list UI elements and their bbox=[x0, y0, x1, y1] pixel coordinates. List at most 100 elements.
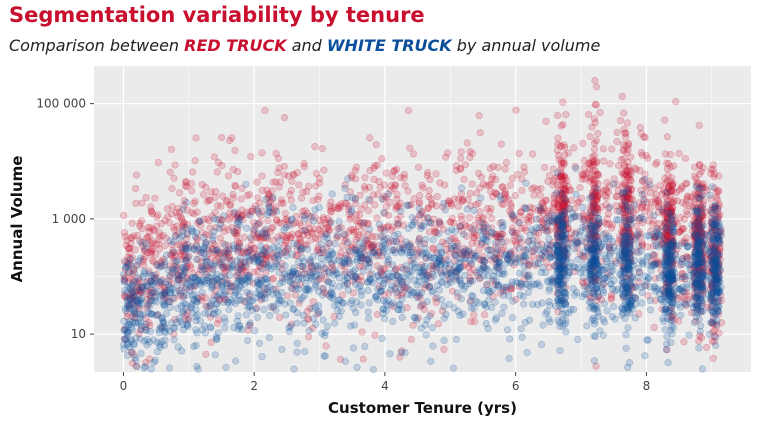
red-truck-point bbox=[286, 191, 294, 199]
white-truck-point bbox=[376, 265, 384, 273]
red-truck-point bbox=[407, 335, 415, 344]
white-truck-point bbox=[638, 289, 646, 297]
red-truck-point bbox=[591, 183, 599, 191]
red-truck-point bbox=[588, 162, 596, 170]
white-truck-point bbox=[220, 212, 228, 220]
red-truck-point bbox=[585, 159, 594, 167]
red-truck-point bbox=[632, 222, 640, 230]
red-truck-point bbox=[620, 205, 629, 214]
red-truck-point bbox=[678, 226, 686, 234]
red-truck-point bbox=[528, 185, 536, 193]
red-truck-point bbox=[594, 130, 602, 138]
red-truck-point bbox=[257, 235, 265, 244]
white-truck-point bbox=[146, 328, 155, 336]
white-truck-point bbox=[587, 209, 595, 217]
red-truck-point bbox=[235, 243, 243, 251]
red-truck-point bbox=[168, 184, 176, 193]
red-truck-point bbox=[433, 193, 441, 201]
white-truck-point bbox=[120, 277, 128, 285]
white-truck-point bbox=[293, 339, 301, 347]
red-truck-point bbox=[351, 167, 359, 175]
white-truck-point bbox=[457, 295, 466, 303]
white-truck-point bbox=[165, 272, 173, 281]
white-truck-point bbox=[266, 208, 274, 216]
red-truck-point bbox=[530, 191, 538, 199]
white-truck-point bbox=[709, 237, 717, 245]
red-truck-point bbox=[591, 100, 599, 109]
red-truck-point bbox=[226, 200, 234, 208]
red-truck-point bbox=[612, 192, 620, 201]
white-truck-point bbox=[435, 286, 444, 294]
red-truck-point bbox=[715, 248, 724, 256]
red-truck-point bbox=[120, 257, 129, 265]
white-truck-point bbox=[569, 213, 577, 221]
white-truck-point bbox=[643, 336, 651, 344]
red-truck-point bbox=[619, 201, 627, 210]
red-truck-point bbox=[496, 219, 504, 227]
red-truck-point bbox=[500, 244, 508, 252]
red-truck-point bbox=[655, 199, 663, 207]
red-truck-point bbox=[695, 121, 703, 129]
red-truck-point bbox=[665, 238, 673, 246]
white-truck-point bbox=[680, 239, 689, 247]
red-truck-point bbox=[488, 224, 496, 232]
white-truck-point bbox=[242, 180, 250, 188]
red-truck-point bbox=[320, 166, 328, 174]
red-truck-point bbox=[120, 229, 129, 237]
white-truck-point bbox=[396, 301, 404, 309]
red-truck-point bbox=[591, 232, 599, 240]
red-truck-point bbox=[445, 264, 454, 272]
white-truck-point bbox=[426, 312, 434, 320]
red-truck-point bbox=[463, 139, 471, 147]
white-truck-point bbox=[138, 285, 146, 293]
red-truck-point bbox=[481, 311, 489, 319]
red-truck-point bbox=[524, 213, 533, 221]
red-truck-point bbox=[711, 272, 719, 280]
red-truck-point bbox=[156, 229, 164, 237]
white-truck-point bbox=[446, 275, 454, 283]
white-truck-point bbox=[659, 315, 667, 323]
red-truck-point bbox=[618, 222, 627, 230]
white-truck-point bbox=[312, 320, 320, 328]
red-truck-point bbox=[295, 219, 304, 227]
red-truck-point bbox=[511, 255, 519, 263]
white-truck-point bbox=[484, 287, 492, 295]
white-truck-point bbox=[695, 213, 703, 221]
red-truck-point bbox=[143, 296, 151, 304]
red-truck-point bbox=[468, 180, 476, 188]
red-truck-point bbox=[272, 178, 280, 186]
red-truck-point bbox=[502, 286, 510, 295]
grid-lines bbox=[94, 66, 751, 372]
red-truck-point bbox=[565, 186, 574, 194]
red-truck-point bbox=[561, 197, 570, 205]
white-truck-point bbox=[119, 271, 128, 279]
white-truck-point bbox=[641, 176, 649, 184]
red-truck-point bbox=[564, 149, 573, 157]
red-truck-point bbox=[620, 247, 629, 255]
white-truck-point bbox=[415, 236, 423, 244]
red-truck-point bbox=[223, 196, 231, 204]
red-truck-point bbox=[209, 246, 217, 254]
white-truck-point bbox=[596, 327, 604, 335]
red-truck-point bbox=[420, 240, 429, 248]
red-truck-point bbox=[132, 362, 140, 370]
red-truck-point bbox=[321, 230, 330, 238]
white-truck-point bbox=[295, 275, 303, 284]
white-truck-point bbox=[194, 365, 202, 373]
red-truck-point bbox=[713, 247, 721, 255]
white-truck-point bbox=[282, 311, 290, 319]
red-truck-point bbox=[663, 279, 671, 287]
red-truck-point bbox=[713, 204, 721, 212]
white-truck-point bbox=[610, 180, 618, 188]
white-truck-point bbox=[437, 278, 446, 286]
red-truck-point bbox=[422, 254, 430, 262]
red-truck-point bbox=[440, 345, 448, 353]
white-truck-point bbox=[509, 228, 517, 236]
white-truck-point bbox=[428, 288, 436, 296]
white-truck-point bbox=[254, 220, 262, 228]
red-truck-point bbox=[613, 138, 621, 146]
red-truck-point bbox=[418, 261, 426, 269]
red-truck-point bbox=[416, 192, 424, 200]
red-truck-point bbox=[594, 217, 602, 225]
red-truck-point bbox=[276, 178, 285, 186]
